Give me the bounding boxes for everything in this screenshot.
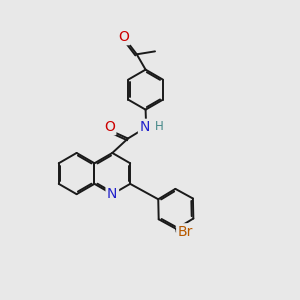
Text: Br: Br (178, 225, 193, 239)
Text: O: O (118, 30, 129, 44)
Text: H: H (155, 120, 164, 133)
Text: O: O (104, 120, 115, 134)
Text: N: N (140, 120, 150, 134)
Text: N: N (107, 187, 118, 201)
